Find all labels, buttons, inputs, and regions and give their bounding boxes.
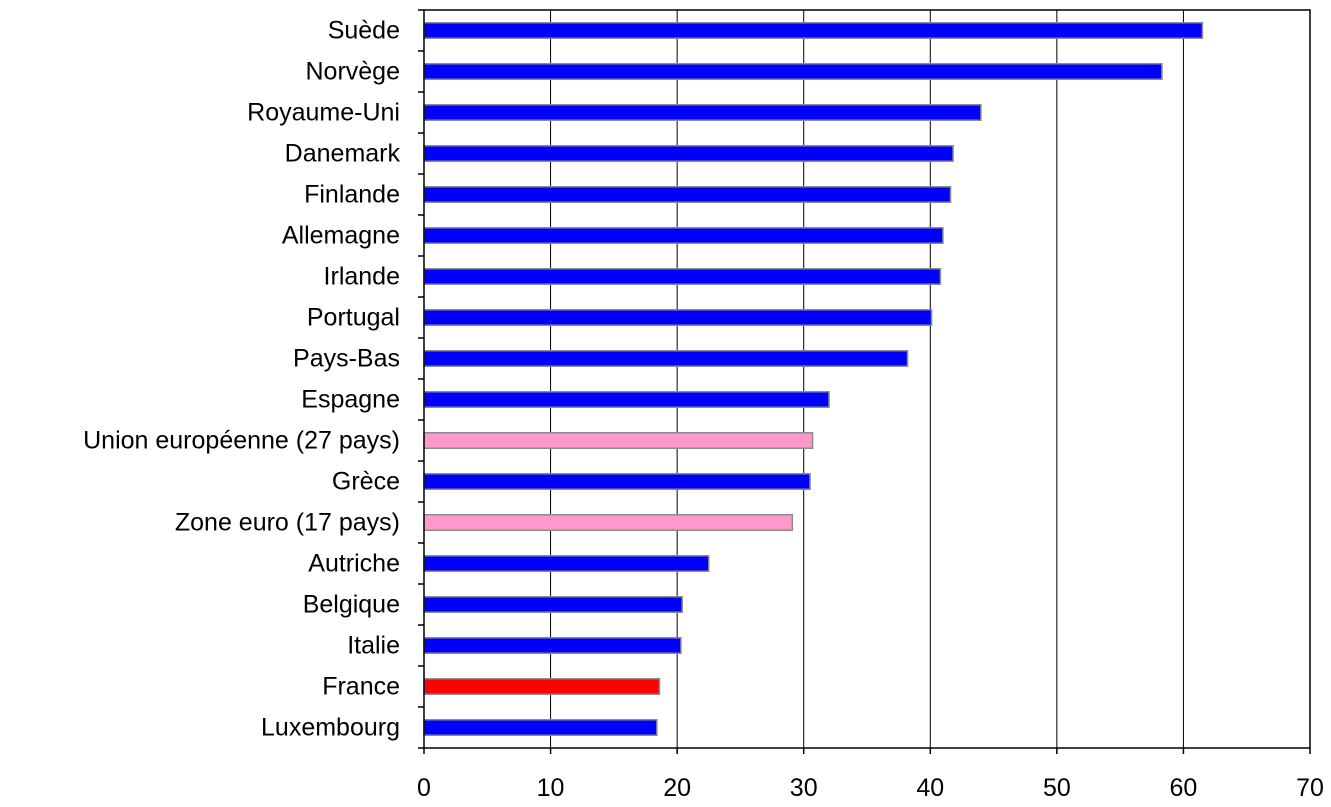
category-label: France (322, 673, 400, 701)
x-tick-label: 10 (537, 774, 565, 802)
category-label: Danemark (285, 140, 401, 168)
bar-3 (424, 146, 953, 162)
bar-9 (424, 392, 829, 408)
category-label: Grèce (332, 468, 400, 496)
category-label: Portugal (307, 304, 400, 332)
category-labels: Suède Norvège Royaume-Uni Danemark Finlande A… (83, 17, 400, 742)
category-label: Union européenne (27 pays) (83, 427, 400, 455)
bars (424, 23, 1202, 736)
bar-4 (424, 187, 951, 203)
category-label: Irlande (324, 263, 400, 291)
x-tick-label: 40 (916, 774, 944, 802)
category-label: Allemagne (282, 222, 400, 250)
x-tick-label: 70 (1296, 774, 1324, 802)
bar-7 (424, 310, 932, 326)
bar-14 (424, 597, 682, 613)
bar-17 (424, 720, 657, 736)
bar-10 (424, 433, 813, 449)
bar-2 (424, 105, 981, 121)
category-label: Belgique (303, 591, 400, 619)
category-label: Autriche (308, 550, 400, 578)
bar-16 (424, 679, 659, 695)
x-tick-label: 20 (663, 774, 691, 802)
bar-5 (424, 228, 943, 244)
category-label: Espagne (301, 386, 400, 414)
bar-6 (424, 269, 940, 285)
bar-15 (424, 638, 681, 654)
x-tick-label: 50 (1043, 774, 1071, 802)
tick-labels: 0 10 20 30 40 50 60 70 (417, 774, 1324, 802)
x-tick-label: 60 (1170, 774, 1198, 802)
category-label: Finlande (304, 181, 400, 209)
category-label: Norvège (306, 58, 401, 86)
x-tick-label: 30 (790, 774, 818, 802)
category-label: Zone euro (17 pays) (175, 509, 400, 537)
category-label: Royaume-Uni (247, 99, 400, 127)
category-label: Luxembourg (261, 714, 400, 742)
x-tick-label: 0 (417, 774, 431, 802)
bar-8 (424, 351, 908, 367)
bar-13 (424, 556, 709, 572)
category-label: Italie (347, 632, 400, 660)
category-label: Suède (328, 17, 400, 45)
bar-12 (424, 515, 792, 531)
bar-0 (424, 23, 1202, 39)
category-label: Pays-Bas (293, 345, 400, 373)
bar-1 (424, 64, 1162, 80)
bar-11 (424, 474, 810, 490)
